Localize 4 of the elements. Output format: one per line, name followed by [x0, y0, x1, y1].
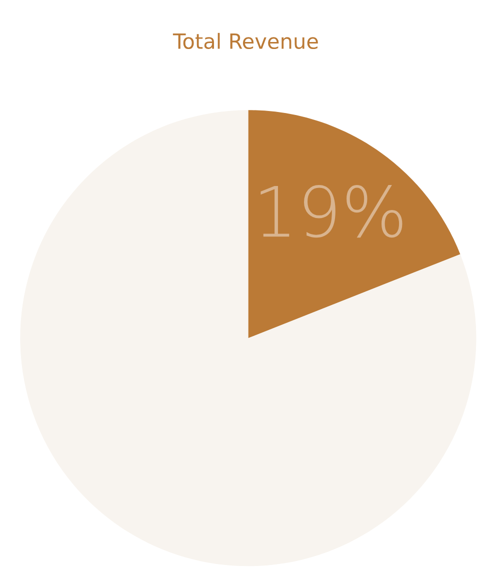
- pie-slice: [248, 110, 460, 338]
- chart-title: Total Revenue: [172, 32, 318, 50]
- pie-slice: [20, 110, 476, 566]
- data-label: 19%: [260, 185, 402, 238]
